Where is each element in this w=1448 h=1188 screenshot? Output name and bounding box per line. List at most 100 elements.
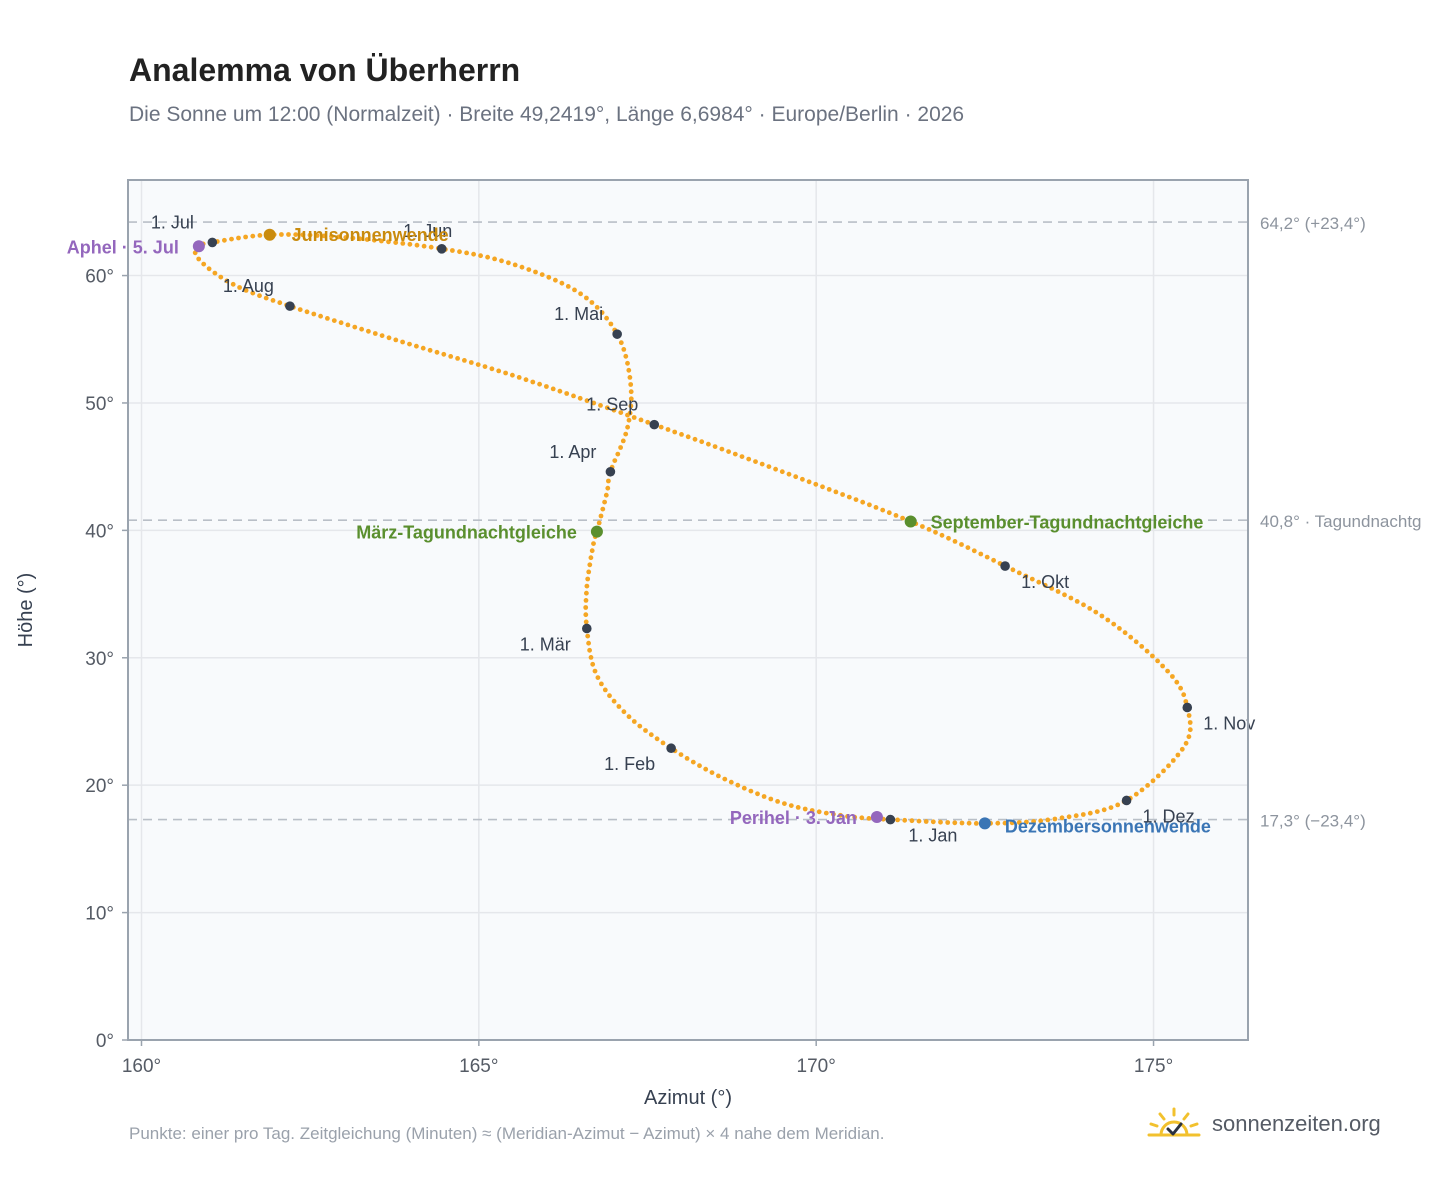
month-marker xyxy=(666,743,676,754)
daily-sun-dot xyxy=(400,241,406,246)
daily-sun-dot xyxy=(845,814,850,819)
daily-sun-dot xyxy=(1062,592,1067,598)
daily-sun-dot xyxy=(379,238,384,244)
month-label: 1. Sep xyxy=(586,395,638,415)
daily-sun-dot xyxy=(571,393,576,399)
month-marker xyxy=(1121,795,1132,806)
daily-sun-dot xyxy=(643,728,648,733)
daily-sun-dot xyxy=(590,661,596,667)
daily-sun-dot xyxy=(620,438,626,444)
daily-sun-dot xyxy=(471,251,476,257)
daily-sun-dot xyxy=(902,817,908,823)
daily-sun-dot xyxy=(591,541,596,546)
daily-sun-dot xyxy=(331,318,337,323)
x-axis-label: Azimut (°) xyxy=(644,1087,732,1109)
daily-sun-dot xyxy=(584,295,589,301)
grid xyxy=(128,180,1248,1041)
daily-sun-dot xyxy=(946,535,951,541)
daily-sun-dot xyxy=(823,810,829,816)
daily-sun-dot xyxy=(1183,740,1189,746)
daily-sun-dot xyxy=(496,368,502,374)
month-marker xyxy=(612,329,622,339)
daily-sun-dot xyxy=(880,507,886,513)
daily-sun-dot xyxy=(350,235,356,241)
daily-sun-dot xyxy=(1170,674,1175,679)
daily-sun-dot xyxy=(510,372,515,378)
daily-sun-dot xyxy=(628,403,634,409)
daily-sun-dot xyxy=(920,524,925,529)
daily-sun-dot xyxy=(1174,679,1180,685)
daily-sun-dot xyxy=(806,479,812,485)
daily-sun-dot xyxy=(1087,606,1093,611)
daily-sun-dot xyxy=(627,375,633,380)
daily-sun-dot xyxy=(606,478,611,484)
daily-sun-dot xyxy=(1144,648,1150,654)
daily-sun-dot xyxy=(759,461,765,467)
daily-sun-dot xyxy=(506,260,511,266)
daily-sun-dot xyxy=(697,763,702,769)
daily-sun-dot xyxy=(615,451,621,457)
daily-sun-dot xyxy=(746,456,752,462)
daily-sun-dot xyxy=(995,820,1001,826)
daily-sun-dot xyxy=(585,576,591,582)
daily-sun-dot xyxy=(1052,816,1058,822)
daily-sun-dot xyxy=(533,269,538,275)
daily-sun-dot xyxy=(257,233,263,238)
month-marker xyxy=(605,466,616,477)
daily-sun-dot xyxy=(1117,626,1122,631)
daily-sun-dot xyxy=(886,510,892,516)
daily-sun-dot xyxy=(755,791,760,797)
daily-sun-dot xyxy=(279,232,284,237)
footnote: Punkte: einer pro Tag. Zeitgleichung (Mi… xyxy=(129,1124,885,1143)
daily-sun-dot xyxy=(587,647,592,653)
daily-sun-dot xyxy=(612,458,618,463)
daily-sun-dot xyxy=(584,590,589,596)
daily-sun-dot xyxy=(761,794,767,799)
brand-logo[interactable]: sonnenzeiten.org xyxy=(1146,1102,1381,1146)
daily-sun-dot xyxy=(618,410,624,415)
daily-sun-dot xyxy=(621,347,627,352)
daily-sun-dot xyxy=(393,240,399,246)
daily-sun-dot xyxy=(611,407,617,413)
daily-sun-dot xyxy=(1042,582,1048,588)
daily-sun-dot xyxy=(564,391,570,396)
daily-sun-dot xyxy=(703,766,709,772)
daily-sun-dot xyxy=(338,320,344,326)
daily-sun-dot xyxy=(546,274,552,280)
daily-sun-dot xyxy=(386,335,392,341)
daily-sun-dot xyxy=(414,242,420,248)
daily-sun-dot xyxy=(441,351,447,357)
daily-sun-dot xyxy=(782,801,787,806)
event-marker xyxy=(978,817,991,830)
daily-sun-dot xyxy=(585,633,591,639)
event-label: September-Tagundnachtgleiche xyxy=(931,512,1204,532)
daily-sun-dot xyxy=(795,805,801,810)
daily-sun-dot xyxy=(250,233,256,239)
daily-sun-dot xyxy=(1031,819,1036,824)
daily-sun-dot xyxy=(793,474,799,480)
daily-sun-dot xyxy=(939,532,945,538)
daily-sun-dot xyxy=(386,239,391,245)
daily-sun-dot xyxy=(728,779,734,785)
daily-sun-dot xyxy=(625,412,630,418)
month-label: 1. Jul xyxy=(151,212,194,232)
daily-sun-dot xyxy=(307,232,313,238)
daily-sun-dot xyxy=(293,232,299,238)
daily-sun-dot xyxy=(775,799,780,804)
daily-sun-dot xyxy=(297,307,303,312)
daily-sun-dot xyxy=(364,237,370,242)
daily-sun-dot xyxy=(971,548,977,554)
daily-sun-dot xyxy=(584,398,590,404)
daily-sun-dot xyxy=(557,388,563,394)
event-label: Dezembersonnenwende xyxy=(1005,816,1211,836)
daily-sun-dot xyxy=(1045,817,1051,823)
daily-sun-dot xyxy=(523,377,529,383)
daily-sun-dot xyxy=(583,612,589,618)
daily-sun-dot xyxy=(427,347,433,353)
daily-sun-dot xyxy=(407,341,412,347)
daily-sun-dot xyxy=(753,459,758,464)
daily-sun-dot xyxy=(1128,634,1134,640)
daily-sun-dot xyxy=(692,436,698,442)
event-label: März-Tagundnachtgleiche xyxy=(356,523,577,543)
daily-sun-dot xyxy=(352,324,358,330)
